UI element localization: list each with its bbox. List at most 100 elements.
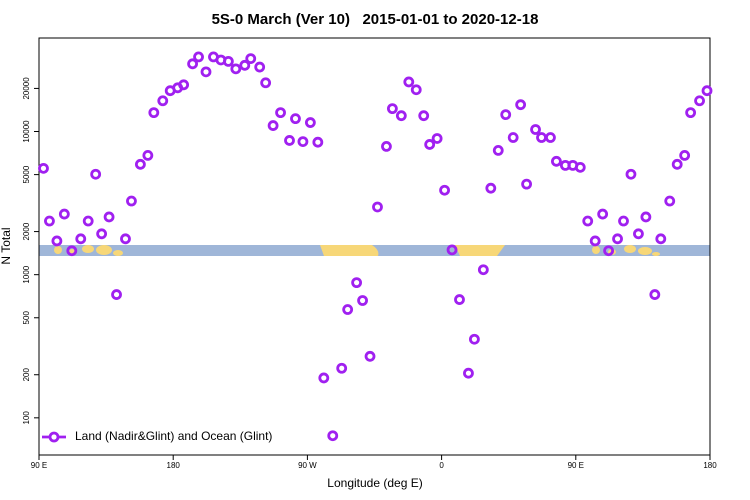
x-tick-label: 90 E [568, 461, 584, 470]
data-point [469, 333, 480, 345]
data-point [597, 208, 609, 220]
data-point [403, 76, 415, 88]
map-strip [39, 245, 710, 256]
data-point [521, 178, 532, 190]
x-axis-label: Longitude (deg E) [327, 476, 422, 490]
y-tick-label: 200 [22, 368, 31, 382]
y-tick-label: 2000 [22, 222, 31, 240]
data-point [327, 430, 339, 442]
y-tick-label: 5000 [22, 165, 31, 183]
data-point [664, 195, 676, 207]
data-point [312, 136, 324, 148]
data-point [200, 66, 212, 78]
data-point [640, 211, 652, 223]
data-point [275, 107, 286, 119]
data-point [372, 201, 383, 213]
y-tick-label: 20000 [22, 77, 31, 100]
data-point [545, 132, 556, 143]
data-point [222, 55, 234, 67]
data-point [381, 141, 392, 152]
data-point [38, 162, 49, 174]
data-point [679, 149, 691, 161]
x-tick-label: 180 [167, 461, 181, 470]
data-point [304, 117, 316, 128]
data-point [649, 289, 661, 300]
data-point [439, 184, 450, 196]
data-point [318, 372, 330, 384]
x-tick-label: 0 [439, 461, 444, 470]
legend-label: Land (Nadir&Glint) and Ocean (Glint) [75, 429, 272, 443]
data-point [603, 245, 615, 257]
y-tick-label: 500 [22, 311, 31, 325]
data-point [386, 103, 398, 115]
data-point [492, 145, 504, 156]
data-point [66, 245, 78, 257]
data-point [574, 161, 586, 173]
data-point [239, 59, 251, 71]
data-point [126, 195, 137, 207]
data-point [418, 110, 430, 122]
data-point [90, 168, 102, 180]
data-point [178, 79, 190, 91]
data-point [82, 215, 94, 227]
data-point [612, 233, 623, 245]
data-point [290, 113, 301, 125]
data-point [463, 367, 474, 379]
data-point [625, 168, 637, 180]
data-point [193, 51, 204, 63]
x-tick-label: 180 [703, 461, 717, 470]
y-tick-label: 10000 [22, 120, 31, 143]
data-point [477, 264, 489, 276]
x-tick-label: 90 E [31, 461, 47, 470]
data-point [230, 63, 242, 75]
data-point [431, 133, 443, 144]
data-point [187, 58, 198, 70]
data-point [103, 211, 115, 223]
data-point [148, 107, 160, 119]
plot-frame [38, 37, 711, 456]
data-point [364, 350, 376, 362]
x-tick-label: 90 W [298, 461, 317, 470]
data-point [655, 233, 667, 245]
data-point [75, 233, 87, 245]
data-point [157, 95, 169, 107]
chart-title: 5S-0 March (Ver 10) 2015-01-01 to 2020-1… [212, 11, 539, 28]
data-point [410, 84, 422, 96]
data-point [111, 289, 122, 300]
data-point [245, 53, 257, 65]
land-strip [54, 245, 660, 256]
data-point [284, 135, 295, 146]
data-point [694, 95, 705, 107]
data-point [96, 228, 108, 240]
data-point [685, 107, 697, 119]
data-point [351, 277, 363, 289]
data-point [515, 99, 527, 111]
data-point [618, 215, 629, 227]
data-point [51, 235, 63, 247]
data-point [267, 120, 279, 131]
data-point [254, 61, 266, 73]
data-point [395, 110, 407, 122]
data-point [142, 149, 154, 161]
y-tick-label: 1000 [22, 265, 31, 283]
data-point [424, 139, 436, 150]
data-point [297, 136, 309, 148]
data-point [446, 244, 458, 256]
y-tick-label: 100 [22, 411, 31, 425]
data-point [260, 77, 272, 89]
data-point [44, 215, 55, 227]
data-point [500, 109, 512, 121]
y-axis-label: N Total [0, 227, 13, 264]
data-point [134, 158, 146, 170]
data-point [589, 235, 601, 247]
data-point [582, 215, 594, 227]
data-point [342, 304, 354, 315]
data-point [485, 182, 497, 194]
data-point [633, 228, 644, 240]
data-point [551, 155, 562, 167]
data-point [530, 124, 541, 135]
data-point [671, 158, 683, 170]
legend-marker [48, 431, 60, 443]
data-point [507, 132, 519, 143]
